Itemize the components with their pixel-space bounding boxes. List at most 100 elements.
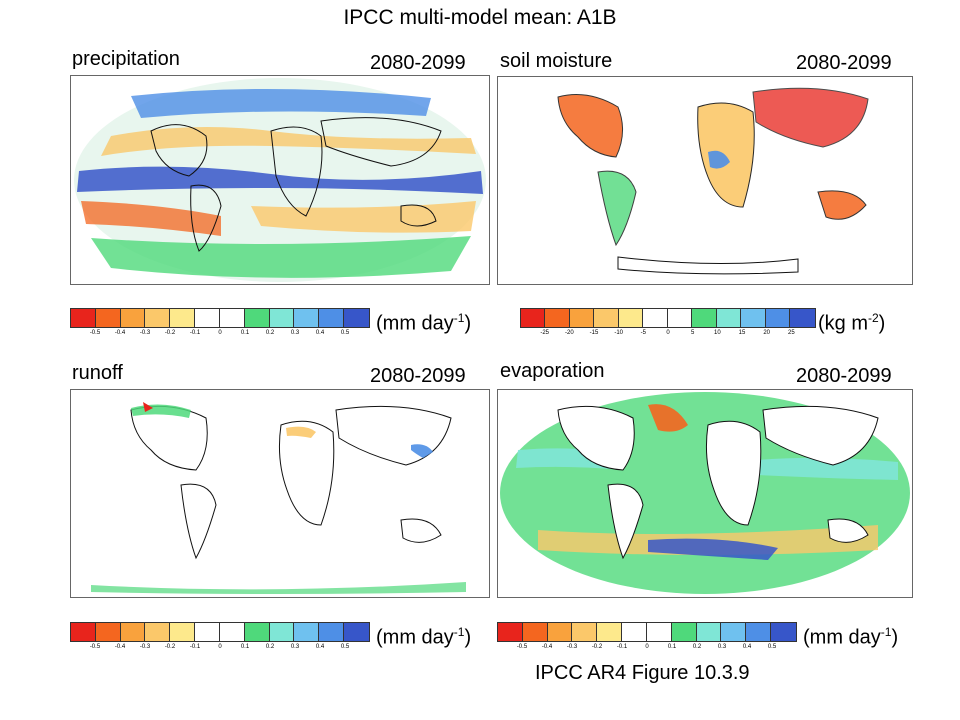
colorbar-tick: -0.3 bbox=[566, 644, 578, 650]
evaporation-title: evaporation bbox=[500, 360, 605, 382]
colorbar-swatch bbox=[498, 623, 523, 641]
colorbar-tick: 25 bbox=[787, 330, 795, 336]
precipitation-period: 2080-2099 bbox=[370, 52, 466, 74]
colorbar-tick: 0.4 bbox=[315, 644, 325, 650]
colorbar-tick: 0 bbox=[645, 644, 649, 650]
colorbar-tick: 0.1 bbox=[667, 644, 677, 650]
colorbar-swatch bbox=[545, 309, 570, 327]
runoff-ticks: -0.5 -0.4 -0.3 -0.2 -0.1 0 0.1 0.2 0.3 0… bbox=[70, 644, 370, 654]
unit-base: (mm day bbox=[376, 312, 454, 335]
soil-moisture-colorbar bbox=[520, 308, 816, 328]
colorbar-swatch bbox=[170, 309, 196, 327]
colorbar-swatch bbox=[344, 309, 369, 327]
colorbar-swatch bbox=[170, 623, 196, 641]
colorbar-swatch bbox=[269, 309, 295, 327]
colorbar-swatch bbox=[319, 623, 345, 641]
unit-base: (mm day bbox=[376, 626, 454, 649]
colorbar-tick: 10 bbox=[713, 330, 721, 336]
soil-moisture-unit: (kg m-2) bbox=[818, 311, 885, 336]
runoff-unit: (mm day-1) bbox=[376, 625, 471, 650]
colorbar-swatch bbox=[597, 623, 623, 641]
colorbar-swatch bbox=[521, 309, 546, 327]
colorbar-tick: -0.4 bbox=[114, 644, 126, 650]
colorbar-swatch bbox=[741, 309, 766, 327]
colorbar-swatch bbox=[244, 623, 270, 641]
runoff-period: 2080-2099 bbox=[370, 365, 466, 387]
colorbar-tick: -0.4 bbox=[114, 330, 126, 336]
colorbar-tick: -0.5 bbox=[89, 644, 101, 650]
colorbar-swatch bbox=[771, 623, 796, 641]
colorbar-tick: 0 bbox=[666, 330, 670, 336]
colorbar-tick: 0.2 bbox=[265, 330, 275, 336]
colorbar-tick: -0.5 bbox=[89, 330, 101, 336]
colorbar-swatch bbox=[746, 623, 772, 641]
evaporation-period: 2080-2099 bbox=[796, 365, 892, 387]
runoff-colorbar bbox=[70, 622, 370, 642]
colorbar-tick: -20 bbox=[564, 330, 574, 336]
precipitation-ticks: -0.5 -0.4 -0.3 -0.2 -0.1 0 0.1 0.2 0.3 0… bbox=[70, 330, 370, 340]
colorbar-tick: -0.2 bbox=[591, 644, 603, 650]
unit-tail: ) bbox=[464, 626, 472, 649]
colorbar-swatch bbox=[145, 309, 171, 327]
colorbar-swatch bbox=[219, 309, 245, 327]
unit-exponent: -1 bbox=[880, 625, 892, 639]
runoff-title: runoff bbox=[72, 362, 123, 384]
soil-moisture-map bbox=[497, 76, 913, 285]
colorbar-swatch bbox=[667, 309, 693, 327]
colorbar-swatch bbox=[95, 309, 121, 327]
unit-exponent: -1 bbox=[453, 625, 465, 639]
colorbar-tick: 0.2 bbox=[692, 644, 702, 650]
colorbar-swatch bbox=[319, 309, 345, 327]
colorbar-swatch bbox=[594, 309, 619, 327]
evaporation-colorbar bbox=[497, 622, 797, 642]
colorbar-tick: -5 bbox=[640, 330, 646, 336]
colorbar-tick: 0.3 bbox=[717, 644, 727, 650]
colorbar-swatch bbox=[71, 623, 96, 641]
figure-caption: IPCC AR4 Figure 10.3.9 bbox=[535, 662, 750, 684]
soil-moisture-title: soil moisture bbox=[500, 50, 613, 72]
unit-tail: ) bbox=[464, 312, 472, 335]
colorbar-tick: 0.3 bbox=[290, 644, 300, 650]
colorbar-swatch bbox=[569, 309, 595, 327]
colorbar-swatch bbox=[765, 309, 791, 327]
colorbar-tick: 0 bbox=[218, 644, 222, 650]
colorbar-swatch bbox=[671, 623, 697, 641]
colorbar-swatch bbox=[195, 309, 220, 327]
colorbar-swatch bbox=[294, 309, 320, 327]
colorbar-swatch bbox=[572, 623, 598, 641]
colorbar-tick: -25 bbox=[540, 330, 549, 336]
colorbar-swatch bbox=[716, 309, 742, 327]
colorbar-tick: 0.1 bbox=[240, 644, 250, 650]
colorbar-tick: 0.2 bbox=[265, 644, 275, 650]
unit-exponent: -1 bbox=[453, 311, 465, 325]
colorbar-swatch bbox=[692, 309, 717, 327]
colorbar-tick: 0.5 bbox=[340, 644, 350, 650]
colorbar-swatch bbox=[219, 623, 245, 641]
precipitation-map-graphic bbox=[74, 78, 486, 282]
precipitation-map bbox=[70, 75, 490, 285]
colorbar-swatch bbox=[696, 623, 722, 641]
colorbar-swatch bbox=[71, 309, 96, 327]
unit-base: (mm day bbox=[803, 626, 881, 649]
unit-exponent: -2 bbox=[868, 311, 879, 325]
runoff-map bbox=[70, 389, 490, 598]
evaporation-unit: (mm day-1) bbox=[803, 625, 898, 650]
colorbar-tick: -0.2 bbox=[164, 644, 176, 650]
colorbar-tick: -0.5 bbox=[516, 644, 528, 650]
colorbar-tick: -0.1 bbox=[189, 330, 201, 336]
colorbar-tick: 0.3 bbox=[290, 330, 300, 336]
colorbar-swatch bbox=[95, 623, 121, 641]
colorbar-swatch bbox=[244, 309, 270, 327]
colorbar-tick: -15 bbox=[589, 330, 599, 336]
colorbar-swatch bbox=[120, 309, 146, 327]
evaporation-ticks: -0.5 -0.4 -0.3 -0.2 -0.1 0 0.1 0.2 0.3 0… bbox=[497, 644, 797, 654]
colorbar-swatch bbox=[269, 623, 295, 641]
colorbar-tick: -0.1 bbox=[189, 644, 201, 650]
colorbar-swatch bbox=[294, 623, 320, 641]
colorbar-tick: 0.5 bbox=[767, 644, 777, 650]
unit-tail: ) bbox=[891, 626, 899, 649]
soil-moisture-ticks: -25 -20 -15 -10 -5 0 5 10 15 20 25 bbox=[520, 330, 816, 340]
colorbar-swatch bbox=[344, 623, 369, 641]
colorbar-swatch bbox=[622, 623, 647, 641]
colorbar-tick: -0.1 bbox=[616, 644, 628, 650]
